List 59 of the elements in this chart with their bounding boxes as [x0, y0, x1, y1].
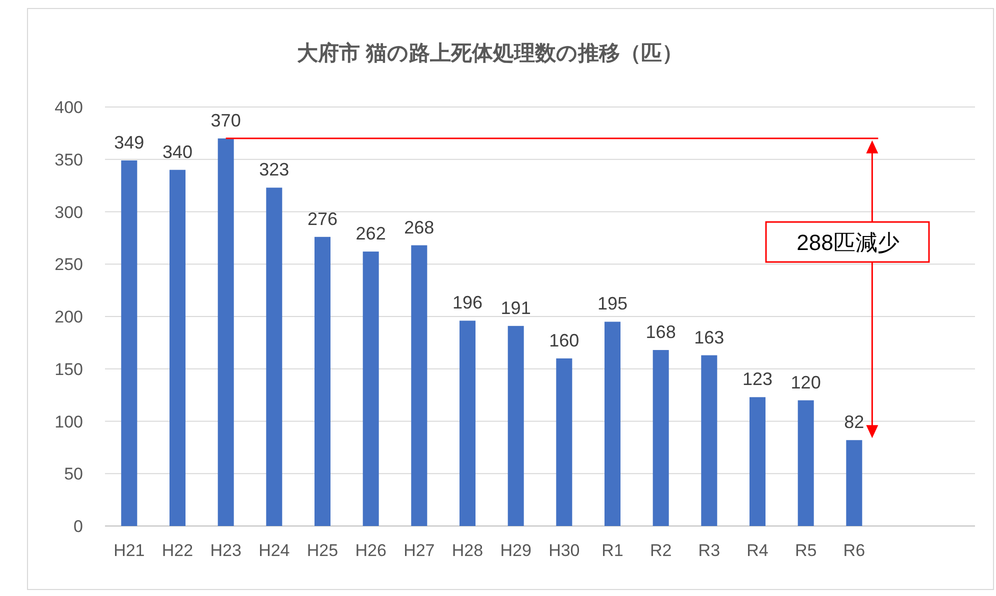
x-tick-label: H23 [210, 541, 242, 560]
bar [508, 326, 524, 526]
y-tick-label: 150 [54, 360, 83, 379]
data-label: 195 [597, 294, 628, 314]
bar [314, 236, 330, 526]
x-tick-label: H21 [114, 541, 145, 560]
bar [460, 320, 476, 526]
x-tick-label: R1 [602, 541, 624, 560]
data-label: 163 [694, 327, 724, 348]
data-label: 123 [742, 369, 773, 390]
y-tick-label: 100 [54, 412, 83, 432]
x-tick-label: H25 [306, 541, 338, 560]
y-tick-label: 0 [74, 517, 83, 536]
x-tick-label: R3 [698, 541, 720, 560]
bar [701, 355, 718, 526]
x-tick-label: R6 [843, 541, 866, 560]
bar [411, 245, 428, 526]
y-tick-label: 50 [64, 464, 83, 484]
chart-title: 大府市 猫の路上死体処理数の推移（匹） [297, 41, 683, 65]
data-label: 370 [210, 110, 241, 130]
x-tick-label: H22 [162, 541, 194, 560]
bar [170, 170, 186, 526]
data-label: 276 [307, 208, 338, 229]
y-tick-label: 350 [54, 150, 83, 170]
bar [362, 252, 379, 526]
bar [798, 400, 814, 526]
data-label: 262 [356, 224, 386, 244]
data-label: 196 [452, 292, 483, 313]
data-label: 160 [549, 330, 580, 350]
data-label: 191 [500, 298, 531, 318]
y-tick-label: 200 [54, 308, 83, 326]
bar [556, 358, 572, 526]
bar [266, 188, 282, 526]
data-label: 340 [162, 142, 193, 162]
x-tick-label: R2 [650, 541, 672, 560]
y-tick-label: 400 [54, 98, 83, 117]
x-tick-label: H29 [500, 541, 532, 560]
bar [846, 440, 862, 526]
annotation: 288匹減少 [796, 230, 900, 255]
x-tick-label: R5 [794, 541, 817, 560]
x-tick-label: H28 [452, 541, 484, 560]
y-tick-label: 250 [54, 255, 83, 274]
x-tick-label: H30 [548, 541, 580, 560]
bar [750, 397, 766, 526]
data-label: 323 [259, 160, 290, 180]
data-label: 120 [790, 372, 821, 392]
x-tick-label: H27 [404, 541, 435, 560]
data-label: 168 [646, 322, 676, 342]
bar [218, 138, 234, 526]
data-label: 82 [844, 412, 864, 432]
y-tick-label: 300 [54, 202, 83, 222]
x-tick-label: H26 [355, 541, 386, 560]
bar [652, 350, 669, 526]
bar [604, 322, 620, 526]
data-label: 268 [404, 217, 434, 238]
x-tick-label: R4 [746, 541, 768, 560]
data-label: 349 [114, 132, 144, 152]
bar [121, 160, 138, 526]
x-tick-label: H24 [258, 541, 290, 560]
